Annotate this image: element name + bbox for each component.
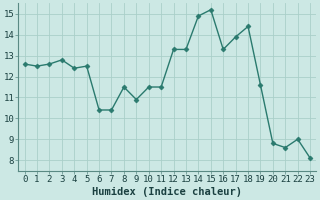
X-axis label: Humidex (Indice chaleur): Humidex (Indice chaleur) [92,186,242,197]
